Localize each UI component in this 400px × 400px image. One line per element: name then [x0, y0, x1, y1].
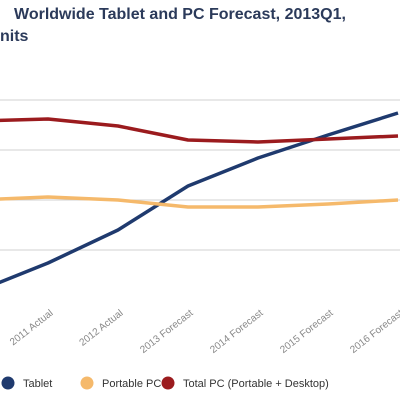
chart-title: nits [0, 28, 29, 45]
series-line [0, 195, 399, 209]
x-tick-label: 2014 Forecast [208, 308, 265, 356]
series-line [0, 117, 399, 144]
x-tick-label: 2012 Actual [78, 308, 126, 349]
chart-title: Worldwide Tablet and PC Forecast, 2013Q1… [14, 6, 346, 23]
x-tick-label: 2011 Actual [8, 308, 55, 348]
legend-label: Total PC (Portable + Desktop) [183, 378, 329, 390]
x-tick-label: 2016 Forecast [348, 308, 400, 356]
legend-marker [161, 376, 175, 390]
legend-marker [80, 376, 94, 390]
legend-marker [1, 376, 15, 390]
x-tick-label: 2013 Forecast [138, 308, 195, 356]
legend-label: Portable PC [102, 378, 161, 390]
x-tick-label: 2015 Forecast [278, 308, 335, 356]
series-line [0, 111, 399, 285]
legend-label: Tablet [23, 378, 52, 390]
